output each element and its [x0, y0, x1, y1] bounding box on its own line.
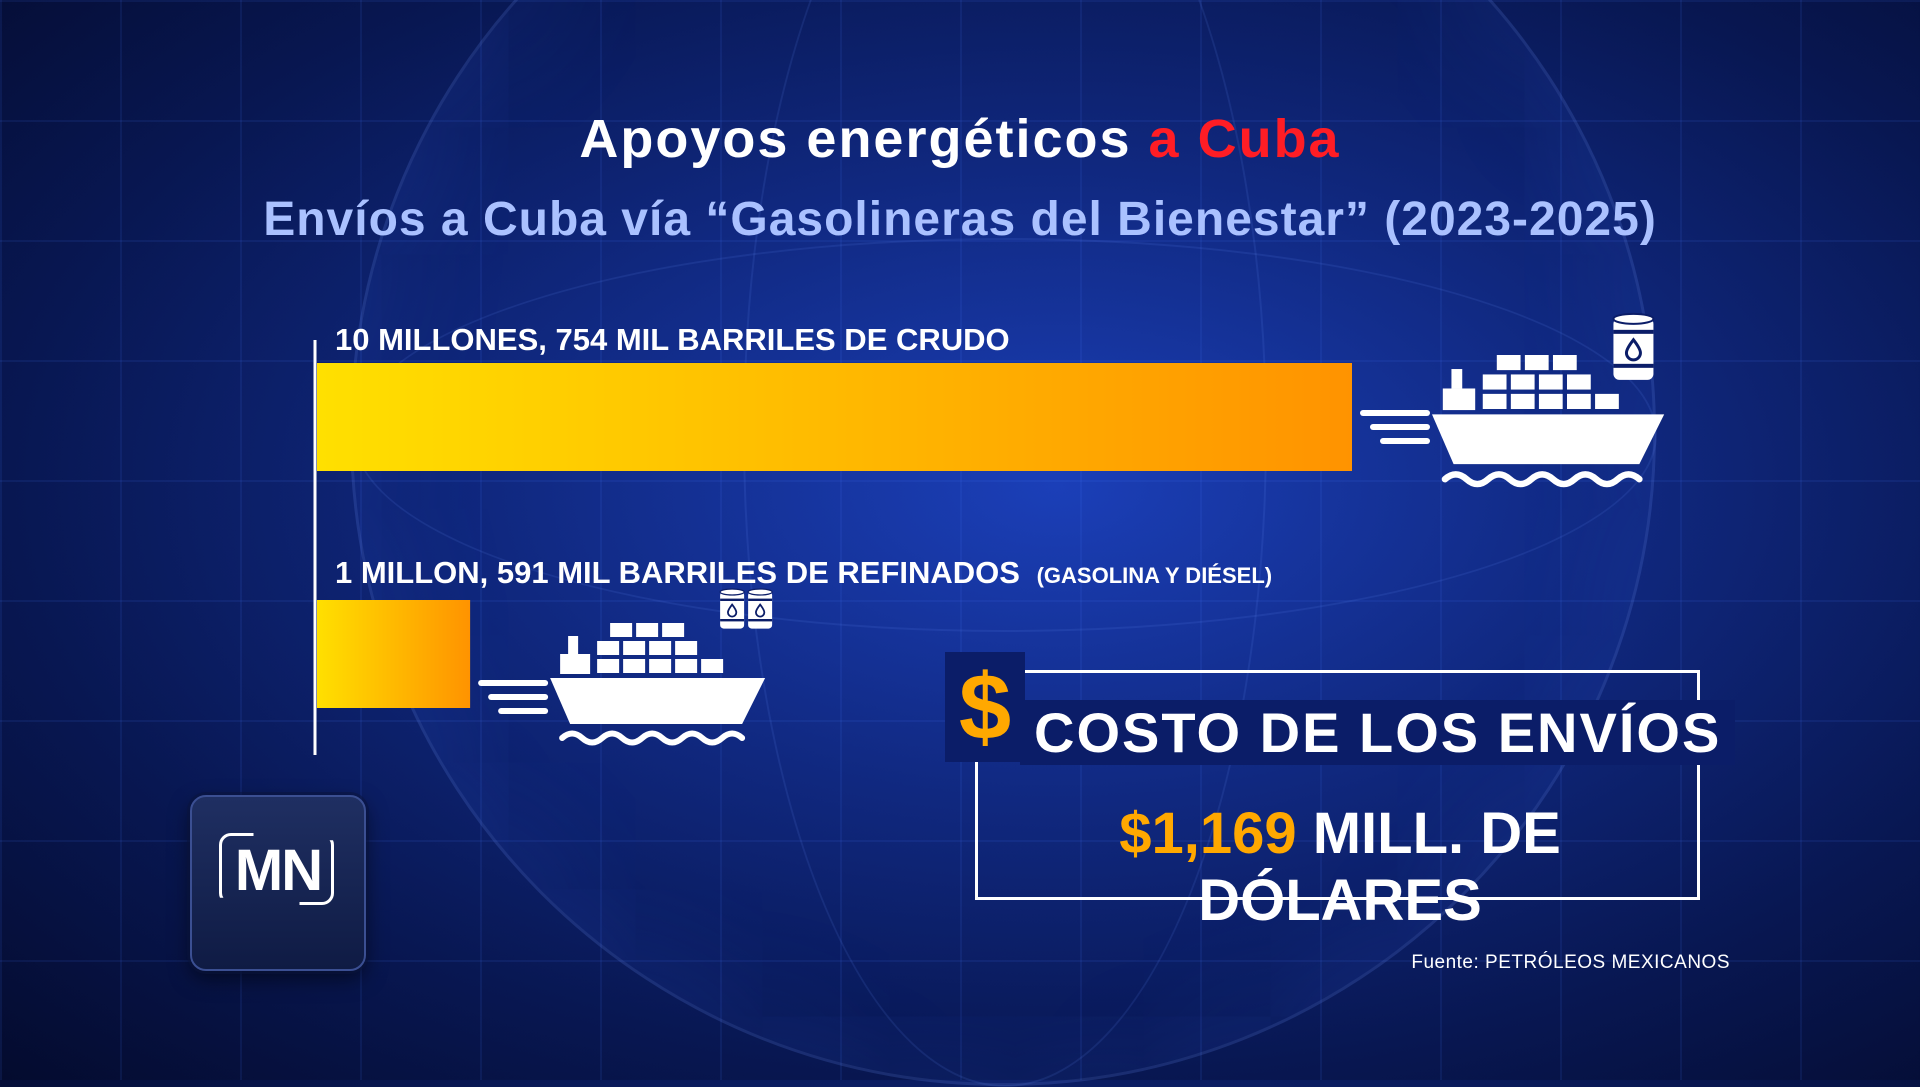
oil-barrel-icon [719, 588, 746, 630]
bar-crudo [317, 363, 1352, 471]
speed-lines-icon [1360, 410, 1430, 444]
page-title: Apoyos energéticos a Cuba [0, 108, 1920, 170]
title-part-1: Apoyos energéticos [579, 109, 1132, 169]
cost-amount: $1,169 [1119, 801, 1297, 866]
title-part-2: a Cuba [1148, 109, 1341, 169]
oil-barrel-icon [747, 588, 774, 630]
cost-box [975, 670, 1700, 900]
speed-lines-icon [478, 680, 549, 714]
logo-text: MN [234, 838, 323, 903]
oil-barrel-icon [1611, 312, 1655, 382]
cargo-ship-icon [478, 588, 774, 743]
cost-value: $1,169 MILL. DE DÓLARES [1000, 800, 1680, 934]
mn-logo: MN [190, 795, 366, 971]
bar-label-refinados: 1 MILLON, 591 MIL BARRILES DE REFINADOS … [335, 555, 1272, 590]
bar-refinados [317, 600, 471, 708]
page-subtitle: Envíos a Cuba vía “Gasolineras del Biene… [263, 193, 1657, 246]
cargo-ship-icon [1360, 312, 1664, 484]
cost-unit: MILL. DE DÓLARES [1198, 801, 1561, 933]
source-note: Fuente: PETRÓLEOS MEXICANOS [1411, 952, 1730, 973]
bar-label-crudo: 10 MILLONES, 754 MIL BARRILES DE CRUDO [335, 322, 1010, 357]
cost-title: COSTO DE LOS ENVÍOS [1020, 700, 1736, 765]
dollar-icon: $ [945, 652, 1025, 762]
ship-body-icon [550, 623, 765, 743]
